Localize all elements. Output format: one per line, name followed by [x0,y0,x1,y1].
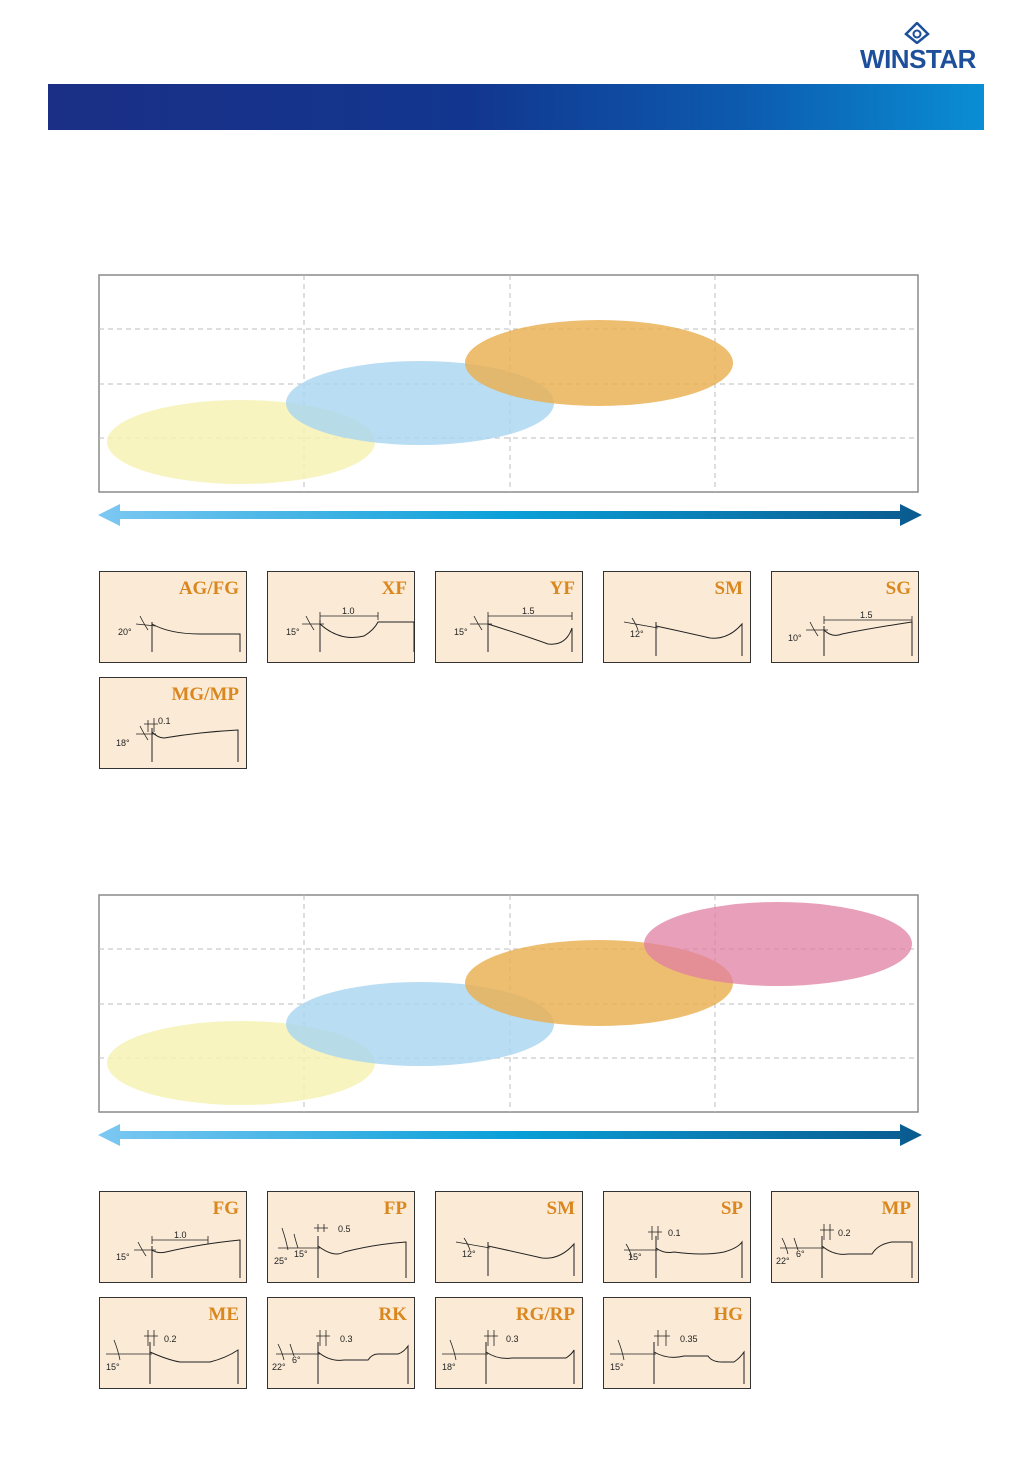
range-arrow-2 [98,1124,922,1146]
chipbreaker-card-yf[interactable]: YF 1.5 15° [435,571,583,663]
dimension-label: 0.2 [838,1228,851,1238]
application-chart-2 [98,894,920,1114]
dimension-label: 0.5 [338,1224,351,1234]
chipbreaker-label: XF [381,578,407,599]
chipbreaker-label: SM [546,1198,576,1219]
chipbreaker-label: RG/RP [515,1304,575,1325]
chipbreaker-card-sm-1[interactable]: SM 12° [603,571,751,663]
dimension-label: 1.0 [342,606,355,616]
chipbreaker-profile-icon: 0.2 15° [106,1330,239,1384]
chipbreaker-label: RK [378,1304,408,1325]
chipbreaker-label: ME [208,1304,239,1325]
dimension-label: 0.1 [158,716,171,726]
angle-label: 10° [788,633,802,643]
angle-label: 18° [442,1362,456,1372]
brand-logo: WINSTAR [848,22,988,74]
chipbreaker-card-sm-2[interactable]: SM 12° [435,1191,583,1283]
chipbreaker-label: HG [713,1304,743,1325]
chipbreaker-card-sp[interactable]: SP 0.1 15° [603,1191,751,1283]
angle-label: 6° [292,1355,301,1365]
chipbreaker-label: AG/FG [178,578,239,599]
angle-label: 22° [272,1362,286,1372]
chipbreaker-card-mp[interactable]: MP 0.2 22° 6° [771,1191,919,1283]
chart-1-svg [98,274,919,493]
chipbreaker-card-sg[interactable]: SG 1.5 10° [771,571,919,663]
angle-label: 15° [116,1252,130,1262]
chipbreaker-card-fg[interactable]: FG 1.0 15° [99,1191,247,1283]
chipbreaker-label: MP [881,1198,911,1219]
application-chart-1 [98,274,920,494]
dimension-label: 0.3 [340,1334,353,1344]
angle-label: 25° [274,1256,288,1266]
chart-2-svg [98,894,919,1113]
chipbreaker-label: YF [549,578,575,599]
dimension-label: 0.3 [506,1334,519,1344]
chipbreaker-label: SM [714,578,744,599]
dimension-label: 0.1 [668,1228,681,1238]
dimension-label: 0.2 [164,1334,177,1344]
chipbreaker-card-hg[interactable]: HG 0.35 15° [603,1297,751,1389]
chipbreaker-card-rk[interactable]: RK 0.3 22° 6° [267,1297,415,1389]
chipbreaker-profile-icon: 20° [118,615,241,652]
chipbreaker-label: SG [885,578,911,599]
angle-label: 15° [610,1362,624,1372]
chipbreaker-card-mg-mp[interactable]: MG/MP 0.1 18° [99,677,247,769]
dimension-label: 1.5 [522,606,535,616]
chipbreaker-label: FG [212,1198,239,1219]
angle-label: 15° [106,1362,120,1372]
angle-label: 22° [776,1256,790,1266]
angle-label: 12° [630,629,644,639]
chipbreaker-profile-icon: 1.0 15° [286,606,415,652]
angle-label: 6° [796,1249,805,1259]
angle-label: 20° [118,627,132,637]
chipbreaker-label: FP [383,1198,407,1219]
dimension-label: 1.0 [174,1230,187,1240]
chipbreaker-card-xf[interactable]: XF 1.0 15° [267,571,415,663]
ellipse-medium [465,320,733,406]
chipbreaker-profile-icon: 1.5 10° [788,610,913,656]
logo-mark-icon [904,22,930,44]
chipbreaker-card-ag-fg[interactable]: AG/FG 20° [99,571,247,663]
chipbreaker-profile-icon: 0.5 25° 15° [274,1224,407,1278]
angle-label: 15° [294,1249,308,1259]
chipbreaker-profile-icon: 0.2 22° 6° [776,1224,913,1278]
angle-label: 15° [628,1252,642,1262]
dimension-label: 1.5 [860,610,873,620]
chipbreaker-profile-icon: 12° [623,617,743,656]
chipbreaker-profile-icon: 0.1 18° [116,716,239,762]
chipbreaker-card-fp[interactable]: FP 0.5 25° 15° [267,1191,415,1283]
angle-label: 15° [286,627,300,637]
chipbreaker-profile-icon: 1.5 15° [454,606,573,652]
chipbreaker-profile-icon: 1.0 15° [116,1230,241,1278]
chipbreaker-card-me[interactable]: ME 0.2 15° [99,1297,247,1389]
chipbreaker-profile-icon: 0.35 15° [610,1330,745,1384]
angle-label: 12° [462,1249,476,1259]
range-arrow-1 [98,504,922,526]
angle-label: 18° [116,738,130,748]
chipbreaker-profile-icon: 12° [455,1237,575,1276]
chipbreaker-card-rg-rp[interactable]: RG/RP 0.3 18° [435,1297,583,1389]
chipbreaker-label: MG/MP [171,684,239,705]
chipbreaker-profile-icon: 0.3 18° [442,1330,575,1384]
chipbreaker-label: SP [720,1198,743,1219]
chipbreaker-profile-icon: 0.1 15° [624,1226,743,1278]
angle-label: 15° [454,627,468,637]
dimension-label: 0.35 [680,1334,698,1344]
chipbreaker-profile-icon: 0.3 22° 6° [272,1330,409,1384]
brand-name: WINSTAR [860,44,976,74]
ellipse-roughing [644,902,912,986]
header-bar [48,84,984,130]
